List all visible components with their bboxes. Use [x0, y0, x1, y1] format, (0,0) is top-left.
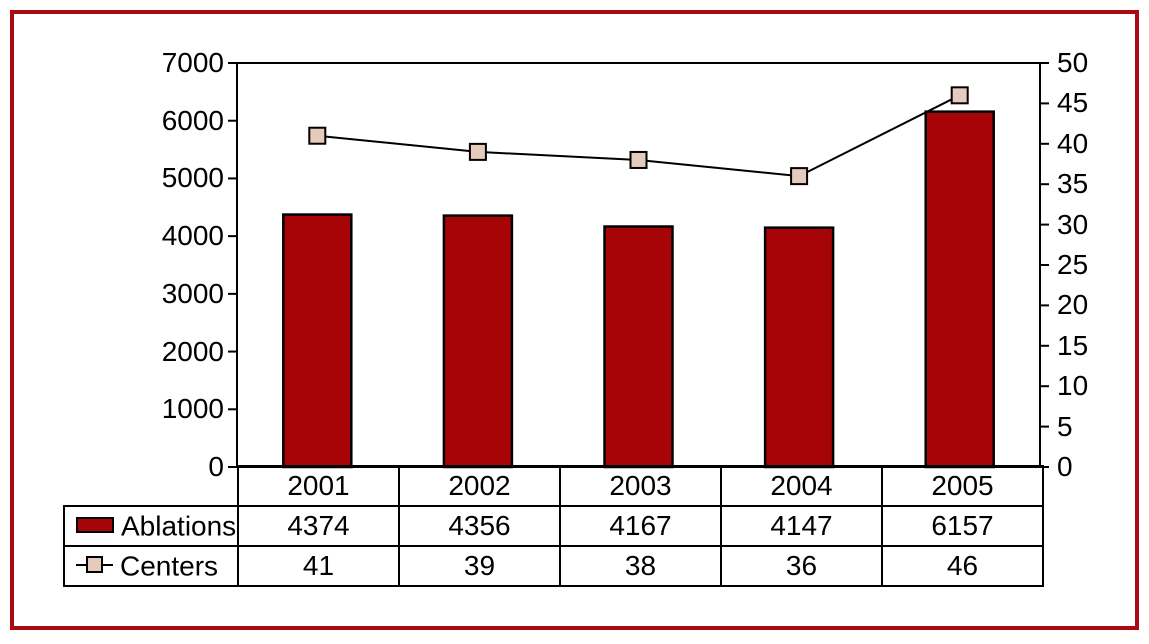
year-header: 2005 — [881, 465, 1044, 507]
y-left-tick-label: 1000 — [161, 393, 224, 425]
ablations-value: 4356 — [398, 505, 561, 547]
bar-2001 — [282, 213, 353, 469]
legend-ablations-label: Ablations — [121, 510, 237, 542]
legend-centers-label: Centers — [120, 550, 219, 582]
centers-value: 39 — [398, 545, 561, 587]
legend-centers: Centers — [63, 545, 239, 587]
centers-value: 38 — [559, 545, 722, 587]
ablations-row: Ablations 4374 4356 4167 4147 6157 — [63, 505, 1044, 547]
bar-2002 — [442, 214, 514, 469]
y-right-tick-label: 45 — [1057, 87, 1089, 119]
centers-row: Centers 41 39 38 36 46 — [63, 545, 1044, 587]
legend-ablations: Ablations — [63, 505, 239, 547]
centers-value: 36 — [720, 545, 883, 587]
y-right-tick-label: 25 — [1057, 249, 1089, 280]
y-right-tick-label: 35 — [1057, 168, 1089, 200]
y-left-tick-label: 7000 — [161, 47, 224, 78]
year-header: 2002 — [398, 465, 561, 507]
year-header-row: 2001 2002 2003 2004 2005 — [64, 465, 1044, 507]
y-right-tick-label: 50 — [1057, 47, 1089, 78]
year-header: 2003 — [559, 465, 722, 507]
y-right-tick-label: 20 — [1057, 289, 1089, 321]
y-left-tick-label: 0 — [208, 451, 224, 482]
y-left-tick-label: 3000 — [161, 277, 224, 309]
year-header: 2001 — [237, 465, 400, 507]
centers-marker-2005 — [950, 86, 969, 105]
y-right-tick-label: 0 — [1057, 451, 1073, 482]
centers-value: 41 — [237, 545, 400, 587]
ablations-value: 4167 — [559, 505, 722, 547]
y-right-tick-label: 15 — [1057, 329, 1089, 361]
y-right-tick-label: 30 — [1057, 208, 1089, 240]
centers-marker-2004 — [790, 167, 809, 186]
centers-line-marker-swatch-icon — [76, 556, 113, 574]
centers-marker-2001 — [308, 126, 327, 145]
y-left-tick-label: 6000 — [161, 104, 224, 136]
ablations-value: 6157 — [881, 505, 1044, 547]
year-header: 2004 — [720, 465, 883, 507]
y-left-tick-label: 2000 — [161, 335, 224, 367]
bar-2005 — [924, 110, 995, 469]
ablations-value: 4374 — [237, 505, 400, 547]
bar-2004 — [763, 226, 835, 469]
centers-marker-2003 — [629, 150, 648, 169]
bar-2003 — [603, 225, 674, 469]
y-right-tick-label: 10 — [1057, 370, 1089, 402]
y-left-tick-label: 5000 — [161, 162, 224, 194]
y-right-tick-label: 5 — [1057, 410, 1073, 442]
y-left-tick-label: 4000 — [161, 220, 224, 252]
y-right-tick-label: 40 — [1057, 127, 1089, 159]
centers-marker-2002 — [468, 142, 487, 161]
ablations-bar-swatch-icon — [76, 516, 114, 533]
data-table: 2001 2002 2003 2004 2005 Ablations 4374 … — [63, 465, 1044, 587]
centers-value: 46 — [881, 545, 1044, 587]
ablations-value: 4147 — [720, 505, 883, 547]
